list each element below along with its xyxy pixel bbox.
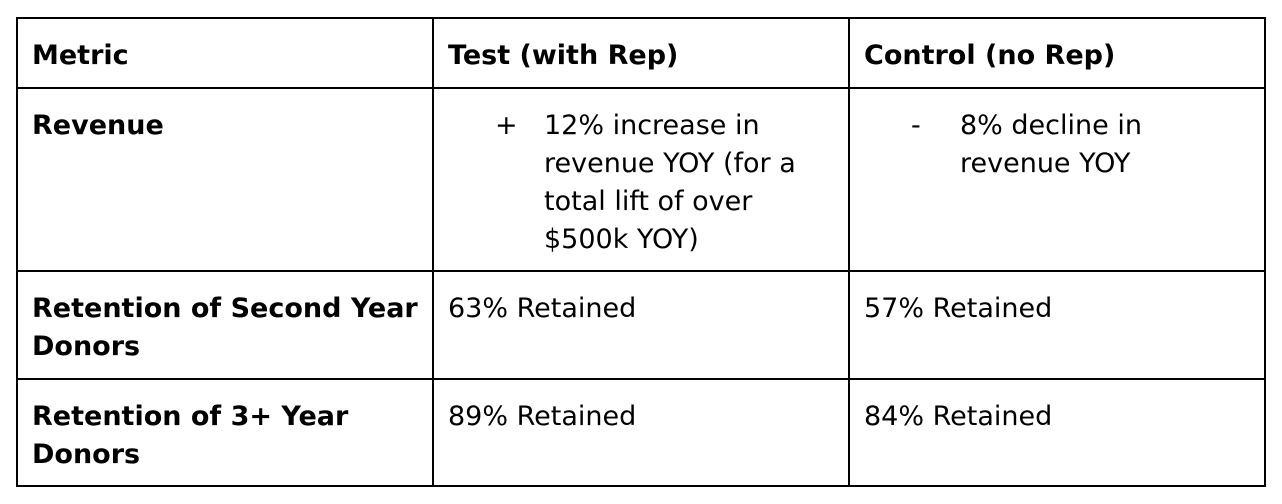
table-row: Revenue + 12% increase in revenue YOY (f… (16, 87, 1266, 272)
minus-bullet-marker: - (911, 110, 921, 141)
test-cell: 63% Retained (432, 270, 850, 380)
control-revenue-text: 8% decline in revenue YOY (960, 110, 1142, 179)
metrics-table: Metric Test (with Rep) Control (no Rep) … (16, 17, 1266, 487)
metric-cell: Retention of Second Year Donors (16, 270, 434, 380)
plus-bullet-marker: + (495, 110, 518, 141)
control-cell: 84% Retained (848, 378, 1266, 487)
table-row: Retention of Second Year Donors 63% Reta… (16, 270, 1266, 380)
header-test: Test (with Rep) (432, 17, 850, 89)
metric-cell: Retention of 3+ Year Donors (16, 378, 434, 487)
table-row: Retention of 3+ Year Donors 89% Retained… (16, 378, 1266, 487)
test-cell: 89% Retained (432, 378, 850, 487)
test-cell: + 12% increase in revenue YOY (for a tot… (432, 87, 850, 272)
header-control: Control (no Rep) (848, 17, 1266, 89)
test-revenue-text: 12% increase in revenue YOY (for a total… (544, 110, 796, 255)
metric-cell: Revenue (16, 87, 434, 272)
table-header-row: Metric Test (with Rep) Control (no Rep) (16, 17, 1266, 89)
control-cell: 57% Retained (848, 270, 1266, 380)
bullet-list-item: + 12% increase in revenue YOY (for a tot… (448, 107, 834, 259)
bullet-list-item: - 8% decline in revenue YOY (864, 107, 1250, 183)
header-metric: Metric (16, 17, 434, 89)
control-cell: - 8% decline in revenue YOY (848, 87, 1266, 272)
